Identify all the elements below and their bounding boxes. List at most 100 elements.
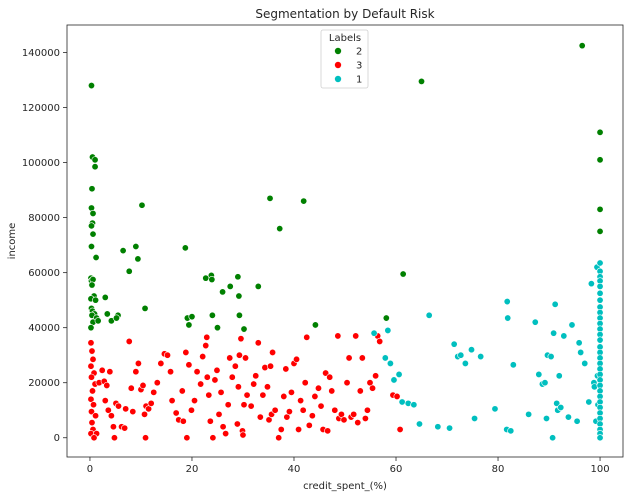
data-point xyxy=(226,354,234,362)
data-point xyxy=(461,359,469,367)
data-point xyxy=(275,434,283,442)
data-point xyxy=(382,314,390,322)
data-point xyxy=(446,424,454,432)
data-point xyxy=(168,397,176,405)
data-point xyxy=(208,311,216,319)
y-tick-label: 20000 xyxy=(28,378,60,389)
data-point xyxy=(587,280,595,288)
data-point xyxy=(234,273,242,281)
data-point xyxy=(242,354,250,362)
data-point xyxy=(322,369,330,377)
data-point xyxy=(247,402,255,410)
data-point xyxy=(87,324,95,332)
data-point xyxy=(276,225,284,233)
x-axis-label: credit_spent_(%) xyxy=(303,481,387,492)
data-point xyxy=(299,406,307,414)
data-point xyxy=(557,403,565,411)
data-point xyxy=(551,300,559,308)
data-point xyxy=(541,379,549,387)
data-point xyxy=(205,391,213,399)
data-point xyxy=(504,314,512,322)
data-point xyxy=(477,353,485,361)
data-point xyxy=(203,373,211,381)
data-point xyxy=(88,347,96,355)
data-point xyxy=(596,434,604,442)
data-point xyxy=(193,368,201,376)
data-point xyxy=(358,354,366,362)
data-point xyxy=(343,379,351,387)
data-point xyxy=(263,383,271,391)
data-point xyxy=(187,406,195,414)
legend-label: 3 xyxy=(356,61,362,72)
data-point xyxy=(199,353,207,361)
data-point xyxy=(254,282,262,290)
data-point xyxy=(507,427,515,435)
data-point xyxy=(141,304,149,312)
data-point xyxy=(352,332,360,340)
data-point xyxy=(203,333,211,341)
data-point xyxy=(163,351,171,359)
data-point xyxy=(560,332,568,340)
data-point xyxy=(132,368,140,376)
data-point xyxy=(301,379,309,387)
data-point xyxy=(103,381,111,389)
data-point xyxy=(285,408,293,416)
chart-title: Segmentation by Default Risk xyxy=(255,7,434,21)
data-point xyxy=(239,431,247,439)
data-point xyxy=(208,276,216,284)
y-axis: 0 20000 40000 60000 80000 100000 120000 140000 xyxy=(22,48,67,444)
data-point xyxy=(425,311,433,319)
x-tick-label: 20 xyxy=(186,464,199,475)
data-point xyxy=(361,414,369,422)
data-point xyxy=(235,351,243,359)
data-point xyxy=(399,270,407,278)
data-point xyxy=(596,282,604,290)
data-point xyxy=(209,434,217,442)
data-point xyxy=(87,339,95,347)
data-point xyxy=(213,366,221,374)
data-point xyxy=(577,348,585,356)
x-tick-label: 100 xyxy=(590,464,609,475)
data-point xyxy=(471,414,479,422)
legend-label: 1 xyxy=(356,75,362,86)
data-point xyxy=(89,230,97,238)
data-point xyxy=(581,359,589,367)
data-point xyxy=(115,402,123,410)
data-point xyxy=(122,405,130,413)
data-point xyxy=(271,406,279,414)
data-point xyxy=(211,376,219,384)
data-point xyxy=(259,391,267,399)
data-point xyxy=(119,247,127,255)
data-point xyxy=(185,321,193,329)
data-point xyxy=(106,368,114,376)
legend: Labels 2 3 1 xyxy=(320,29,369,89)
data-point xyxy=(376,337,384,345)
data-point xyxy=(573,417,581,425)
data-point xyxy=(92,254,100,262)
data-point xyxy=(88,185,96,193)
data-point xyxy=(564,413,572,421)
data-point xyxy=(331,406,339,414)
data-point xyxy=(107,412,115,420)
y-tick-label: 120000 xyxy=(22,103,60,114)
data-point xyxy=(243,391,251,399)
data-point xyxy=(345,354,353,362)
data-point xyxy=(575,339,583,347)
data-point xyxy=(181,244,189,252)
legend-title: Labels xyxy=(329,33,361,44)
data-point xyxy=(311,321,319,329)
data-point xyxy=(237,335,245,343)
data-point xyxy=(94,317,102,325)
data-point xyxy=(596,156,604,164)
data-point xyxy=(157,359,165,367)
x-tick-label: 60 xyxy=(390,464,403,475)
data-point xyxy=(531,318,539,326)
data-point xyxy=(185,361,193,369)
data-point xyxy=(311,392,319,400)
data-point xyxy=(98,366,106,374)
data-point xyxy=(87,408,95,416)
legend-box xyxy=(320,29,369,89)
data-point xyxy=(370,329,378,337)
data-point xyxy=(90,401,98,409)
